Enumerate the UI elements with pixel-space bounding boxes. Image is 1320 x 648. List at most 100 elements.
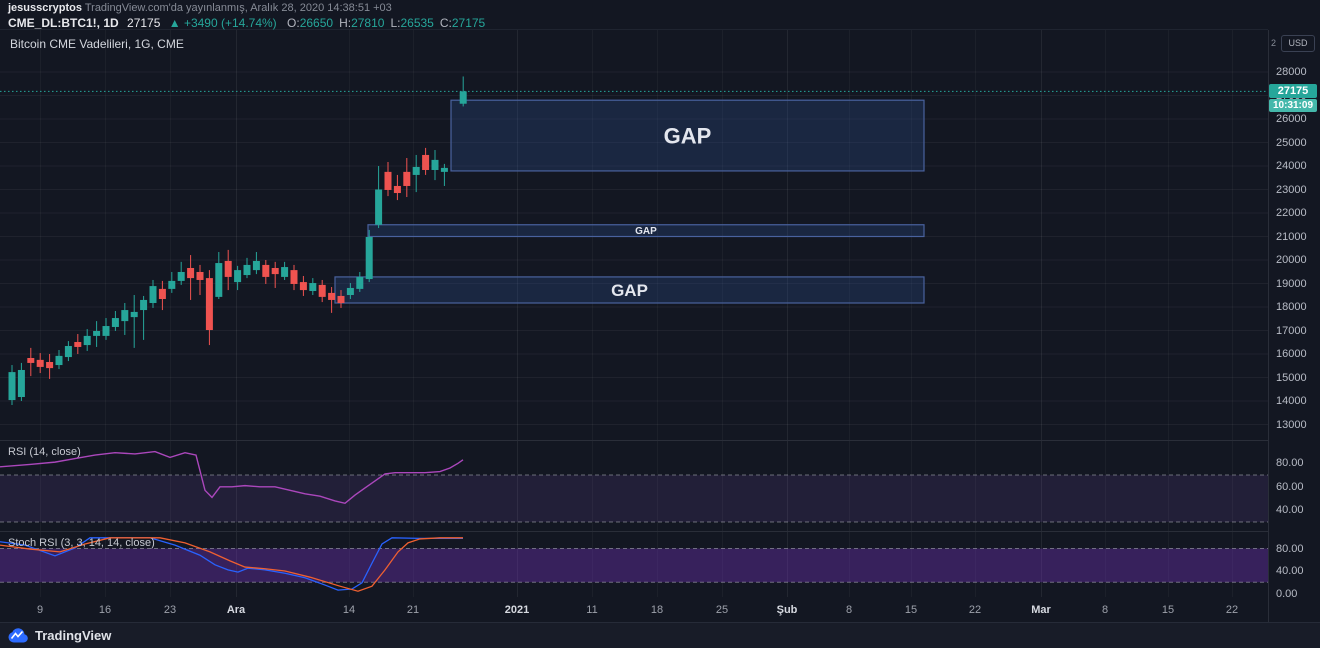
price-axis-label: 28000: [1276, 66, 1307, 78]
candle: [187, 255, 195, 300]
rsi-axis-label: 80.00: [1276, 457, 1304, 470]
time-axis-label: 25: [715, 604, 729, 616]
price-axis-label: 14000: [1276, 395, 1307, 407]
candle: [243, 257, 251, 279]
stoch-rsi-indicator-label[interactable]: Stoch RSI (3, 3, 14, 14, close): [8, 537, 155, 549]
candle: [356, 271, 364, 292]
rsi-line: [0, 450, 464, 505]
pane-separator[interactable]: [0, 531, 1320, 532]
candle: [215, 252, 223, 300]
rsi-indicator-label[interactable]: RSI (14, close): [8, 446, 81, 458]
candle: [431, 150, 439, 181]
candle: [149, 279, 157, 308]
time-axis-label: 23: [163, 604, 177, 616]
candle: [375, 166, 383, 229]
rsi-axis-label: 40.00: [1276, 504, 1304, 517]
price-axis-label: 19000: [1276, 277, 1307, 290]
candle: [27, 347, 35, 377]
symbol-name[interactable]: CME_DL:BTC1!, 1D: [8, 16, 119, 30]
price-change: ▲ +3490 (+14.74%): [168, 16, 277, 30]
stoch-band: [0, 548, 1268, 583]
price-pane-canvas[interactable]: GAP GAP GAP: [0, 30, 1268, 440]
brand-bar: TradingView: [0, 622, 1320, 648]
time-axis-label: 2021: [504, 604, 530, 616]
price-axis-label: 16000: [1276, 348, 1307, 360]
current-price-label: 27175: [1269, 84, 1317, 98]
time-axis-label: 14: [342, 604, 356, 616]
price-axis[interactable]: 2 USD 27175 10:31:09 2800027000260002500…: [1268, 0, 1320, 622]
candle: [196, 264, 204, 296]
gap-box[interactable]: GAP: [367, 224, 925, 237]
time-axis-label: 9: [36, 604, 44, 616]
candle: [224, 249, 232, 291]
candle: [140, 295, 148, 340]
stoch-axis-label: 40.00: [1276, 565, 1304, 577]
candle: [299, 275, 307, 296]
last-price: 27175: [127, 16, 161, 30]
candle: [64, 341, 72, 362]
header-separator: [0, 29, 1320, 30]
high-value: 27810: [351, 16, 385, 30]
candle: [36, 353, 44, 374]
candle: [393, 174, 401, 201]
brand-name[interactable]: TradingView: [35, 628, 112, 643]
candle: [121, 303, 129, 335]
stoch-pane-canvas[interactable]: [0, 532, 1268, 598]
candle: [403, 158, 411, 198]
stoch-axis-label: 0.00: [1276, 587, 1298, 600]
rsi-pane-canvas[interactable]: [0, 441, 1268, 531]
time-axis-label: 22: [1225, 604, 1239, 616]
candle: [83, 329, 91, 351]
rsi-band: [0, 475, 1268, 523]
time-axis-label: 21: [406, 604, 420, 616]
gap-box[interactable]: GAP: [450, 99, 925, 172]
time-axis[interactable]: 9 16 23 Ara 14 21 2021 11 18 25 Şub 8 15 22 Mar 8 15 22: [0, 598, 1268, 622]
pane-separator[interactable]: [0, 440, 1320, 441]
candle: [412, 154, 420, 193]
ohlc-values: O:26650 H:27810 L:26535 C:27175: [287, 16, 491, 30]
low-label: L:: [390, 16, 401, 30]
time-axis-label: 22: [968, 604, 982, 616]
price-axis-label: 23000: [1276, 183, 1307, 196]
price-axis-label: 13000: [1276, 418, 1307, 431]
time-axis-label: 8: [1101, 604, 1109, 616]
candle: [281, 261, 289, 280]
candle: [422, 147, 430, 175]
currency-toggle-button[interactable]: USD: [1281, 35, 1315, 52]
time-axis-label: Şub: [776, 604, 798, 616]
close-value: 27175: [451, 16, 486, 30]
open-value: 26650: [299, 16, 334, 30]
price-axis-label: 26000: [1276, 113, 1307, 125]
candle: [262, 260, 270, 284]
tradingview-logo-icon[interactable]: [7, 627, 29, 644]
author-name[interactable]: jesusscryptos: [8, 2, 82, 14]
price-axis-label: 18000: [1276, 301, 1307, 313]
time-axis-label: 11: [586, 604, 598, 616]
time-axis-label: 8: [845, 604, 853, 616]
candle: [309, 278, 317, 296]
candle: [74, 334, 82, 354]
candle: [252, 252, 260, 275]
stoch-axis-label: 80.00: [1276, 542, 1304, 555]
candle: [168, 271, 176, 293]
publish-header: jesusscryptos TradingView.com'da yayınla…: [8, 2, 491, 30]
price-axis-label: 24000: [1276, 160, 1307, 172]
candle: [440, 163, 448, 186]
bar-countdown-label: 10:31:09: [1269, 99, 1317, 112]
candle: [55, 350, 63, 370]
price-axis-label: 20000: [1276, 254, 1307, 266]
gap-label: GAP: [664, 123, 712, 148]
candle: [158, 280, 166, 311]
time-axis-label: 18: [650, 604, 664, 616]
candle: [346, 283, 354, 300]
candle: [365, 229, 373, 283]
candle: [93, 321, 101, 347]
gap-label: GAP: [611, 281, 648, 300]
price-axis-label: 22000: [1276, 207, 1307, 219]
candle: [130, 295, 138, 348]
time-axis-label: 15: [1161, 604, 1175, 616]
candle: [290, 264, 298, 291]
candle: [102, 318, 110, 340]
gap-box[interactable]: GAP: [334, 276, 925, 304]
